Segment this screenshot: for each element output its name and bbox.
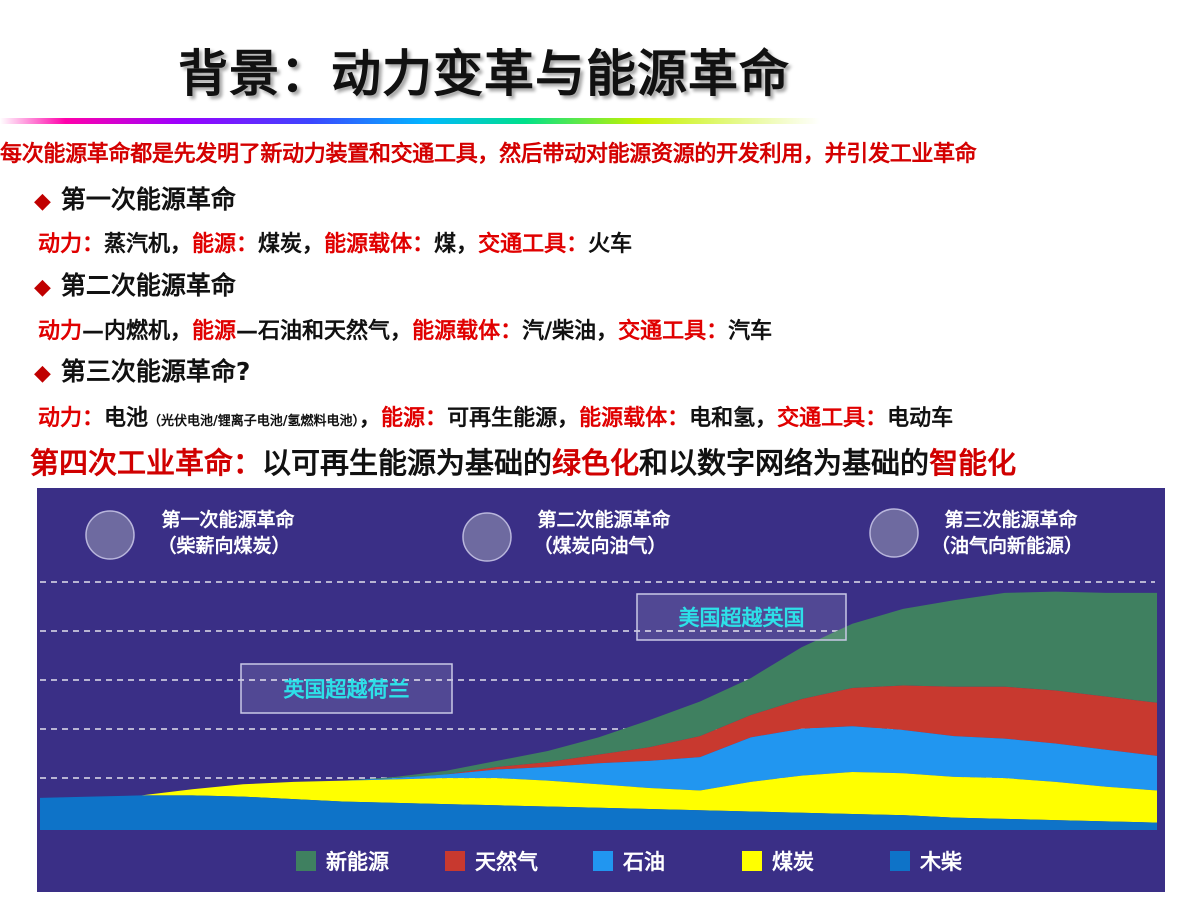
revolution-1-detail: 动力：蒸汽机，能源：煤炭，能源载体：煤，交通工具：火车 bbox=[38, 226, 632, 258]
legend-label-煤炭: 煤炭 bbox=[772, 850, 814, 874]
legend-swatch-天然气 bbox=[445, 851, 465, 871]
area-煤炭 bbox=[40, 771, 1157, 823]
revolution-3-detail-segment-4: 能源： bbox=[381, 406, 448, 431]
fourth-segment-0: 第四次工业革命： bbox=[30, 446, 263, 480]
legend-swatch-木柴 bbox=[890, 851, 910, 871]
phase-subtitle: （油气向新能源） bbox=[931, 534, 1083, 557]
phase-title: 第二次能源革命 bbox=[537, 508, 671, 531]
revolution-3-detail-segment-0: 动力： bbox=[38, 406, 105, 431]
phase-circle bbox=[462, 512, 512, 562]
phase-title: 第一次能源革命 bbox=[161, 508, 295, 531]
diamond-icon: ◆ bbox=[34, 275, 51, 300]
fourth-segment-2: 绿色化 bbox=[552, 446, 640, 480]
area-新能源 bbox=[40, 591, 1157, 798]
legend-label-木柴: 木柴 bbox=[919, 850, 963, 874]
fourth-industrial-revolution: 第四次工业革命：以可再生能源为基础的绿色化和以数字网络为基础的智能化 bbox=[30, 440, 1016, 482]
legend-label-新能源: 新能源 bbox=[326, 850, 389, 874]
revolution-3-detail: 动力：电池（光伏电池/锂离子电池/氢燃料电池），能源：可再生能源，能源载体：电和… bbox=[38, 400, 953, 432]
revolution-1-heading: ◆ 第一次能源革命 bbox=[34, 180, 236, 216]
revolution-3-detail-segment-6: 能源载体： bbox=[579, 406, 690, 431]
annotation-box bbox=[240, 663, 453, 714]
revolution-3-title: 第三次能源革命? bbox=[60, 357, 251, 386]
energy-transition-chart: 英国超越荷兰 美国超越英国 第一次能源革命 （柴薪向煤炭） 第二次能源革命 （煤炭向油气）… bbox=[37, 488, 1165, 892]
revolution-1-detail-segment-0: 动力： bbox=[38, 232, 105, 257]
revolution-2-title: 第二次能源革命 bbox=[60, 271, 236, 300]
revolution-1-detail-segment-1: 蒸汽机， bbox=[104, 232, 193, 257]
revolution-1-detail-segment-3: 煤炭， bbox=[258, 232, 325, 257]
revolution-2-detail-segment-6: 交通工具： bbox=[618, 319, 729, 344]
area-木柴 bbox=[40, 795, 1157, 830]
revolution-3-detail-segment-7: 电和氢， bbox=[689, 406, 778, 431]
revolution-1-detail-segment-6: 交通工具： bbox=[478, 232, 589, 257]
legend-swatch-石油 bbox=[593, 851, 613, 871]
phase-title: 第三次能源革命 bbox=[944, 508, 1078, 531]
revolution-1-detail-segment-4: 能源载体： bbox=[324, 232, 435, 257]
revolution-1-title: 第一次能源革命 bbox=[60, 185, 236, 214]
phase-circle bbox=[85, 510, 135, 560]
revolution-2-detail-segment-3: —石油和天然气， bbox=[236, 319, 413, 344]
legend-label-天然气: 天然气 bbox=[475, 850, 538, 874]
legend-swatch-新能源 bbox=[296, 851, 316, 871]
revolution-2-detail-segment-7: 汽车 bbox=[728, 319, 773, 344]
legend-swatch-煤炭 bbox=[742, 851, 762, 871]
revolution-2-detail-segment-2: 能源 bbox=[192, 319, 237, 344]
annotation-label: 美国超越英国 bbox=[679, 606, 805, 630]
revolution-1-detail-segment-7: 火车 bbox=[588, 232, 633, 257]
revolution-2-detail-segment-0: 动力 bbox=[38, 319, 83, 344]
phase-subtitle: （柴薪向煤炭） bbox=[157, 534, 290, 557]
revolution-2-detail: 动力—内燃机，能源—石油和天然气，能源载体：汽/柴油，交通工具：汽车 bbox=[38, 313, 772, 345]
phase-circle bbox=[869, 508, 919, 558]
fourth-segment-3: 和以数字网络为基础的 bbox=[639, 446, 930, 480]
fourth-segment-4: 智能化 bbox=[929, 446, 1017, 480]
energy-area-chart: 英国超越荷兰 美国超越英国 第一次能源革命 （柴薪向煤炭） 第二次能源革命 （煤炭向油气）… bbox=[40, 508, 1157, 874]
annotation-box bbox=[636, 593, 847, 641]
fourth-segment-1: 以可再生能源为基础的 bbox=[262, 446, 553, 480]
revolution-3-detail-segment-3: ， bbox=[359, 406, 382, 431]
revolution-3-detail-segment-8: 交通工具： bbox=[777, 406, 888, 431]
page-title: 背景：动力变革与能源革命 bbox=[178, 45, 790, 103]
revolution-1-detail-segment-2: 能源： bbox=[192, 232, 259, 257]
legend-label-石油: 石油 bbox=[622, 850, 665, 874]
diamond-icon: ◆ bbox=[34, 189, 51, 214]
area-天然气 bbox=[40, 685, 1157, 798]
revolution-2-heading: ◆ 第二次能源革命 bbox=[34, 266, 236, 302]
revolution-2-detail-segment-1: —内燃机， bbox=[82, 319, 193, 344]
revolution-3-detail-segment-2: （光伏电池/锂离子电池/氢燃料电池） bbox=[148, 414, 360, 429]
revolution-3-detail-segment-9: 电动车 bbox=[887, 406, 954, 431]
revolution-2-detail-segment-4: 能源载体： bbox=[412, 319, 523, 344]
diamond-icon: ◆ bbox=[34, 361, 51, 386]
revolution-3-heading: ◆ 第三次能源革命? bbox=[34, 352, 250, 388]
rainbow-divider bbox=[0, 118, 820, 124]
annotation-label: 英国超越荷兰 bbox=[284, 678, 410, 702]
revolution-2-detail-segment-5: 汽/柴油， bbox=[522, 319, 619, 344]
intro-text: 每次能源革命都是先发明了新动力装置和交通工具，然后带动对能源资源的开发利用，并引… bbox=[0, 142, 977, 167]
area-石油 bbox=[40, 726, 1157, 798]
revolution-3-detail-segment-5: 可再生能源， bbox=[447, 406, 580, 431]
revolution-3-detail-segment-1: 电池 bbox=[104, 406, 149, 431]
phase-subtitle: （煤炭向油气） bbox=[533, 534, 666, 557]
revolution-1-detail-segment-5: 煤， bbox=[434, 232, 479, 257]
